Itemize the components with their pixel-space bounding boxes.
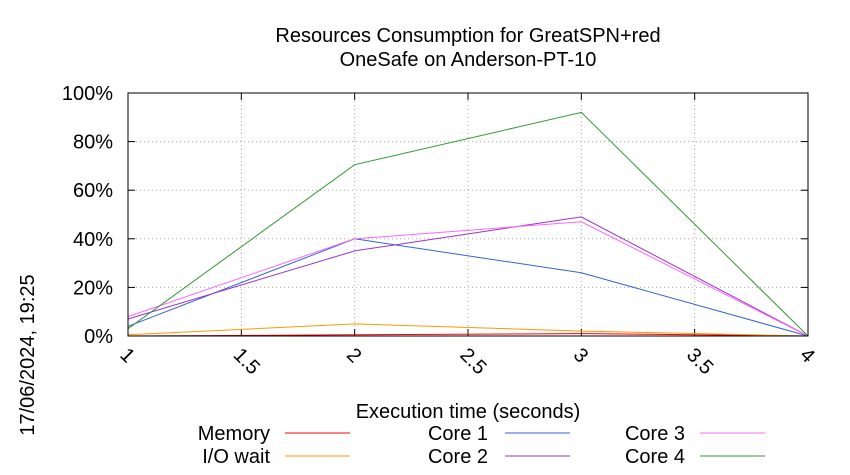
x-tick-label: 4 [795,344,818,367]
y-tick-label: 20% [73,277,113,299]
series-line-core-4 [127,111,809,337]
x-tick-label: 3.5 [682,344,717,379]
y-tick-label: 60% [73,180,113,202]
x-tick-label: 3 [569,344,592,367]
x-tick-label: 1 [115,344,138,367]
x-tick-label: 2.5 [455,344,490,379]
chart-title: Resources Consumption for GreatSPN+red [275,25,660,47]
legend-label-core-4: Core 4 [625,446,685,468]
series-line-core-2 [127,216,809,337]
legend-label-core-1: Core 1 [428,423,488,445]
legend-label-memory: Memory [198,423,270,445]
legend-label-i-o-wait: I/O wait [202,446,270,468]
chart-subtitle: OneSafe on Anderson-PT-10 [340,49,597,71]
y-ticks: 0% 20% 40% 60% 80% 100% [62,83,808,348]
y-tick-label: 0% [84,326,113,348]
plot-frame [127,92,809,337]
series [127,111,809,337]
series-line-core-1 [127,238,809,337]
legend-label-core-2: Core 2 [428,446,488,468]
legend-label-core-3: Core 3 [625,423,685,445]
series-line-i-o-wait [127,323,809,337]
series-line-memory [127,333,809,337]
y-tick-label: 100% [62,83,113,105]
grid [128,93,808,336]
x-tick-label: 1.5 [229,344,264,379]
y-tick-label: 40% [73,229,113,251]
series-line-core-3 [127,221,809,337]
x-axis-label: Execution time (seconds) [356,401,581,423]
side-timestamp: 17/06/2024, 19:25 [17,274,39,435]
y-tick-label: 80% [73,132,113,154]
x-tick-label: 2 [342,344,365,367]
